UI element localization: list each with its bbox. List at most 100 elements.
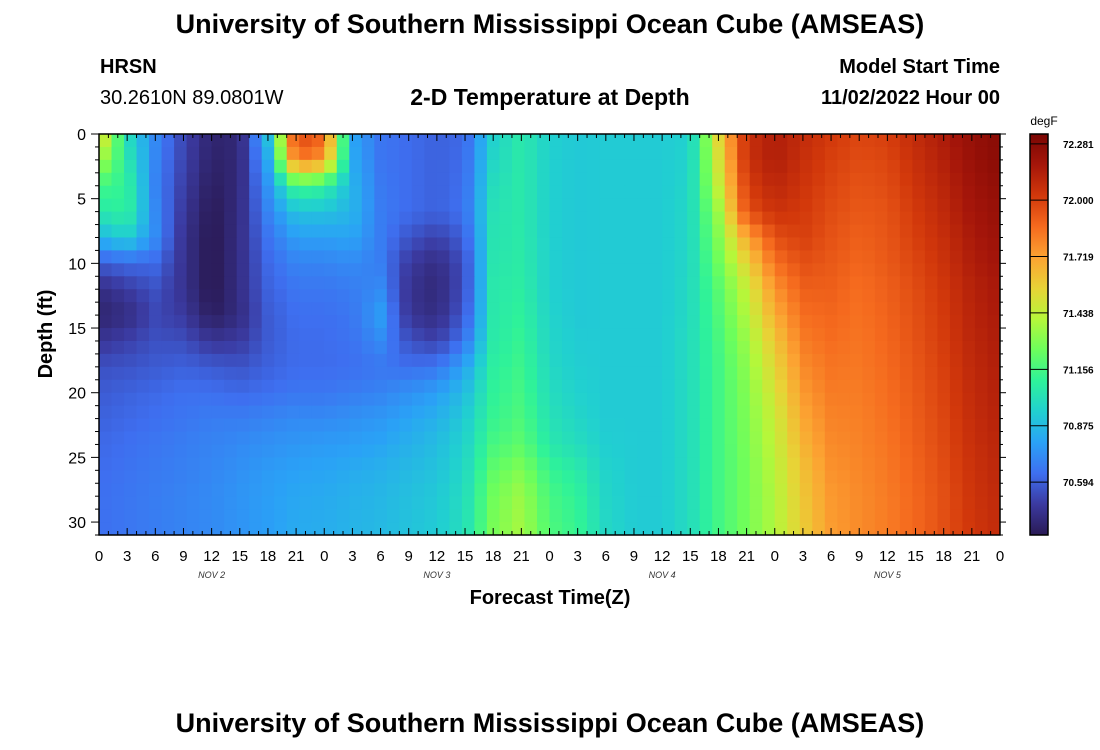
heatmap-cell xyxy=(111,366,125,381)
heatmap-cell xyxy=(687,340,701,355)
heatmap-cell xyxy=(974,315,989,329)
heatmap-cell xyxy=(574,340,588,355)
heatmap-cell xyxy=(699,328,713,342)
heatmap-cell xyxy=(399,211,413,226)
heatmap-cell xyxy=(149,172,163,187)
heatmap-cell xyxy=(361,185,375,200)
heatmap-cell xyxy=(361,263,375,277)
heatmap-cell xyxy=(799,418,813,433)
heatmap-cell xyxy=(787,431,801,446)
heatmap-cell xyxy=(286,134,300,148)
heatmap-cell xyxy=(236,392,250,407)
heatmap-cell xyxy=(461,470,476,484)
heatmap-cell xyxy=(887,134,901,148)
heatmap-cell xyxy=(324,276,338,290)
heatmap-cell xyxy=(349,431,363,446)
heatmap-cell xyxy=(799,250,813,264)
heatmap-cell xyxy=(574,250,588,264)
colorbar-label: 72.000 xyxy=(1063,196,1094,207)
heatmap-cell xyxy=(587,470,601,484)
heatmap-cell xyxy=(899,159,913,174)
heatmap-cell xyxy=(712,224,726,239)
heatmap-cell xyxy=(687,392,701,407)
heatmap-cell xyxy=(336,483,350,497)
heatmap-cell xyxy=(161,509,175,523)
heatmap-cell xyxy=(336,185,350,200)
heatmap-cell xyxy=(136,509,150,523)
heatmap-cell xyxy=(924,289,939,303)
colorbar-scale xyxy=(1029,133,1049,536)
x-tick-label: 6 xyxy=(376,548,384,565)
heatmap-cell xyxy=(987,522,1000,535)
heatmap-cell xyxy=(699,146,713,161)
heatmap-cell xyxy=(186,276,200,290)
heatmap-cell xyxy=(574,237,588,252)
heatmap-cell xyxy=(899,457,913,471)
heatmap-cell xyxy=(612,146,626,161)
heatmap-cell xyxy=(99,353,113,368)
heatmap-cell xyxy=(762,392,776,407)
heatmap-cell xyxy=(211,392,225,407)
heatmap-cell xyxy=(874,146,888,161)
heatmap-cell xyxy=(299,276,313,290)
heatmap-cell xyxy=(136,328,150,342)
heatmap-cell xyxy=(662,470,676,484)
heatmap-cell xyxy=(199,224,213,239)
heatmap-cell xyxy=(274,366,288,381)
heatmap-cell xyxy=(799,263,813,277)
heatmap-cell xyxy=(549,483,563,497)
heatmap-cell xyxy=(987,328,1000,342)
heatmap-cell xyxy=(849,302,863,316)
heatmap-cell xyxy=(549,496,563,510)
heatmap-cell xyxy=(399,172,413,187)
heatmap-cell xyxy=(924,483,939,497)
heatmap-cell xyxy=(587,418,601,433)
heatmap-cell xyxy=(249,263,263,277)
heatmap-cell xyxy=(787,159,801,174)
heatmap-cell xyxy=(199,353,213,368)
heatmap-cell xyxy=(887,509,901,523)
heatmap-cell xyxy=(161,289,175,303)
heatmap-cell xyxy=(236,457,250,471)
heatmap-cell xyxy=(924,522,939,535)
heatmap-cell xyxy=(612,392,626,407)
heatmap-cell xyxy=(461,522,476,535)
heatmap-cell xyxy=(674,172,688,187)
heatmap-cell xyxy=(236,198,250,213)
heatmap-cell xyxy=(799,509,813,523)
heatmap-cell xyxy=(399,444,413,458)
heatmap-cell xyxy=(949,418,964,433)
heatmap-cell xyxy=(762,470,776,484)
heatmap-cell xyxy=(624,328,638,342)
heatmap-cell xyxy=(436,172,450,187)
heatmap-cell xyxy=(862,237,876,252)
heatmap-cell xyxy=(161,522,175,535)
heatmap-cell xyxy=(674,340,688,355)
heatmap-cell xyxy=(562,444,576,458)
heatmap-cell xyxy=(299,185,313,200)
heatmap-cell xyxy=(299,444,313,458)
heatmap-cell xyxy=(374,302,388,316)
heatmap-cell xyxy=(849,405,863,420)
heatmap-cell xyxy=(436,496,450,510)
heatmap-cell xyxy=(199,522,213,535)
heatmap-cell xyxy=(637,353,651,368)
heatmap-cell xyxy=(174,328,188,342)
heatmap-cell xyxy=(637,224,651,239)
heatmap-cell xyxy=(687,444,701,458)
heatmap-cell xyxy=(199,159,213,174)
heatmap-cell xyxy=(724,444,738,458)
heatmap-cell xyxy=(937,224,951,239)
heatmap-cell xyxy=(286,379,300,394)
heatmap-cell xyxy=(737,496,751,510)
heatmap-cell xyxy=(712,366,726,381)
heatmap-cell xyxy=(762,289,776,303)
heatmap-cell xyxy=(662,289,676,303)
heatmap-cell xyxy=(574,522,588,535)
heatmap-cell xyxy=(336,509,350,523)
heatmap-cell xyxy=(862,444,876,458)
heatmap-cell xyxy=(161,237,175,252)
heatmap-cell xyxy=(899,340,913,355)
heatmap-cell xyxy=(699,198,713,213)
heatmap-cell xyxy=(562,134,576,148)
